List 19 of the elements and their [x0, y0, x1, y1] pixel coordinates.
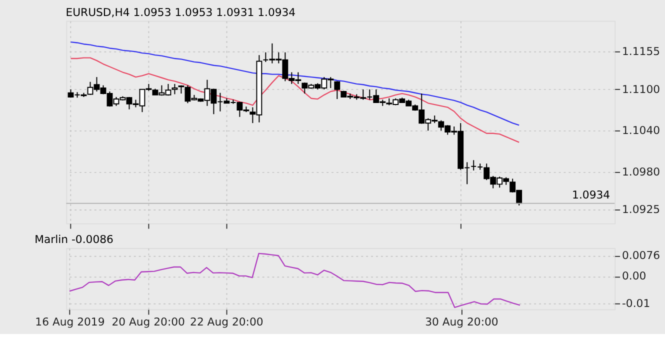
- y-tick-label: 1.1155: [622, 45, 660, 58]
- candlestick: [334, 80, 340, 100]
- y-tick-label: 0.00: [622, 270, 646, 283]
- y-tick-label: 1.0925: [622, 203, 660, 216]
- line-series: [68, 252, 521, 308]
- x-tick-label: 22 Aug 20:00: [190, 316, 264, 329]
- x-tick-label: 30 Aug 20:00: [425, 316, 498, 329]
- y-tick-label: -0.01: [622, 296, 650, 310]
- chart-title: Marlin -0.0086: [34, 233, 114, 246]
- line-series: [70, 57, 520, 143]
- y-tick-label: 1.1040: [622, 124, 660, 138]
- y-tick-label: 0.0076: [622, 249, 660, 262]
- x-tick-label: 16 Aug 2019: [35, 316, 105, 329]
- x-tick-label: 20 Aug 20:00: [112, 316, 185, 329]
- chart-title: EURUSD,H4 1.0953 1.0953 1.0931 1.0934: [66, 6, 296, 19]
- y-tick-label: 1.1100: [622, 82, 660, 96]
- line-series: [70, 41, 520, 126]
- ref-line-label: 1.0934: [572, 188, 610, 202]
- y-tick-label: 1.0980: [622, 165, 660, 178]
